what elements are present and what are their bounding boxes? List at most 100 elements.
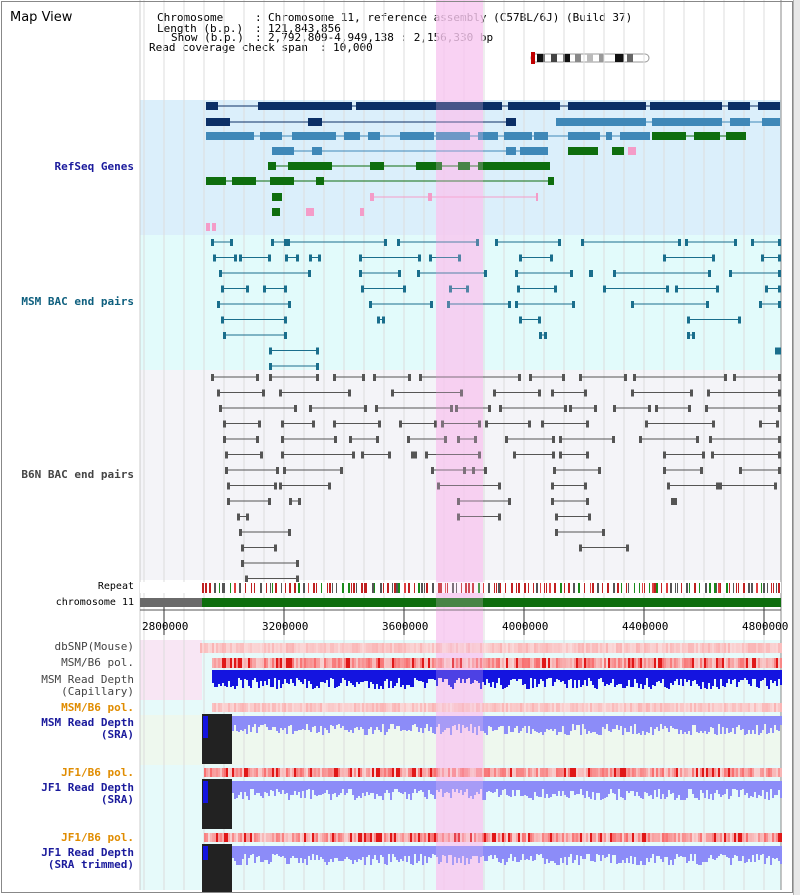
- gene-exon[interactable]: [212, 223, 216, 231]
- gene-exon[interactable]: [478, 132, 498, 140]
- gene-exon[interactable]: [428, 193, 432, 201]
- track-label-msm-bac[interactable]: MSM BAC end pairs: [21, 295, 134, 308]
- gene-exon[interactable]: [650, 102, 722, 110]
- gene-exon[interactable]: [206, 118, 230, 126]
- gene-exon[interactable]: [272, 208, 280, 216]
- gene-exon[interactable]: [728, 102, 750, 110]
- gene-exon[interactable]: [206, 132, 254, 140]
- heat-cell: [370, 768, 372, 777]
- gene-exon[interactable]: [416, 162, 442, 170]
- gene-exon[interactable]: [436, 102, 478, 110]
- gene-exon[interactable]: [652, 132, 686, 140]
- track-label-msm-depth-capillary[interactable]: MSM Read Depth: [41, 673, 134, 686]
- heat-cell: [350, 643, 352, 653]
- gene-exon[interactable]: [568, 147, 598, 155]
- b6n-bac-pair-end: [237, 513, 240, 521]
- depth-bar: [354, 846, 356, 860]
- chromosome-bar[interactable]: [202, 598, 781, 607]
- gene-exon[interactable]: [568, 132, 600, 140]
- chromosome-ideogram[interactable]: [527, 51, 657, 65]
- depth-bar: [680, 670, 682, 679]
- gene-exon[interactable]: [506, 118, 516, 126]
- track-label-msm-depth-sra[interactable]: MSM Read Depth: [41, 716, 134, 729]
- heat-cell: [756, 703, 758, 712]
- gene-exon[interactable]: [312, 147, 322, 155]
- heat-cell: [732, 703, 734, 712]
- depth-bar: [774, 670, 776, 681]
- gene-exon[interactable]: [370, 162, 384, 170]
- gene-exon[interactable]: [606, 132, 612, 140]
- track-label-msm-b6-pol[interactable]: MSM/B6 pol.: [61, 656, 134, 669]
- gene-exon[interactable]: [548, 177, 554, 185]
- heat-cell: [644, 703, 646, 712]
- gene-exon[interactable]: [628, 147, 636, 155]
- gene-exon[interactable]: [232, 177, 256, 185]
- heat-cell: [442, 768, 444, 777]
- gene-exon[interactable]: [306, 208, 314, 216]
- gene-exon[interactable]: [258, 102, 268, 110]
- heat-cell: [420, 768, 422, 777]
- heat-cell: [254, 768, 256, 777]
- track-label-dbsnp[interactable]: dbSNP(Mouse): [54, 640, 134, 653]
- gene-exon[interactable]: [762, 118, 780, 126]
- b6n-bac-pair-end: [437, 482, 440, 490]
- gene-exon[interactable]: [694, 132, 720, 140]
- gene-exon[interactable]: [726, 132, 746, 140]
- gene-exon[interactable]: [270, 177, 294, 185]
- depth-bar: [516, 716, 518, 726]
- gene-exon[interactable]: [292, 132, 336, 140]
- gene-exon[interactable]: [272, 147, 294, 155]
- gene-exon[interactable]: [288, 162, 332, 170]
- gene-exon[interactable]: [316, 177, 324, 185]
- gene-exon[interactable]: [568, 102, 646, 110]
- gene-exon[interactable]: [400, 132, 434, 140]
- gene-exon[interactable]: [620, 132, 650, 140]
- gene-exon[interactable]: [534, 132, 548, 140]
- gene-exon[interactable]: [206, 223, 210, 231]
- gene-exon[interactable]: [478, 162, 550, 170]
- track-label-jf1-b6-pol-2[interactable]: JF1/B6 pol.: [61, 831, 134, 844]
- gene-exon[interactable]: [308, 118, 322, 126]
- gene-exon[interactable]: [504, 132, 532, 140]
- gene-exon[interactable]: [356, 102, 436, 110]
- gene-exon[interactable]: [758, 102, 780, 110]
- gene-exon[interactable]: [536, 193, 538, 201]
- gene-exon[interactable]: [344, 132, 360, 140]
- gene-exon[interactable]: [436, 132, 470, 140]
- track-label-refseq[interactable]: RefSeq Genes: [54, 160, 134, 173]
- gene-exon[interactable]: [272, 193, 282, 201]
- msm-bac-pair-end: [287, 239, 290, 246]
- gene-exon[interactable]: [556, 118, 646, 126]
- heat-cell: [670, 643, 672, 653]
- gene-exon[interactable]: [652, 118, 722, 126]
- gene-exon[interactable]: [360, 208, 364, 216]
- depth-bar: [586, 716, 588, 734]
- gene-exon[interactable]: [206, 177, 226, 185]
- gene-exon[interactable]: [478, 102, 502, 110]
- gene-exon[interactable]: [260, 132, 282, 140]
- gene-exon[interactable]: [506, 147, 516, 155]
- heat-cell: [398, 643, 400, 653]
- heat-cell: [382, 643, 384, 653]
- depth-bar: [396, 781, 398, 789]
- gene-exon[interactable]: [206, 102, 218, 110]
- track-label-b6n-bac[interactable]: B6N BAC end pairs: [21, 468, 134, 481]
- track-label-jf1-depth-trimmed[interactable]: JF1 Read Depth: [41, 846, 134, 859]
- track-label-jf1-depth-sra[interactable]: JF1 Read Depth: [41, 781, 134, 794]
- gene-exon[interactable]: [520, 147, 548, 155]
- vertical-scrollbar[interactable]: [793, 0, 800, 895]
- gene-exon[interactable]: [268, 162, 276, 170]
- repeat-element: [578, 583, 580, 593]
- gene-exon[interactable]: [458, 162, 470, 170]
- heat-cell: [650, 658, 652, 668]
- gene-exon[interactable]: [730, 118, 750, 126]
- gene-exon[interactable]: [508, 102, 560, 110]
- gene-exon[interactable]: [370, 193, 374, 201]
- heat-cell: [724, 833, 726, 842]
- gene-exon[interactable]: [612, 147, 624, 155]
- heat-cell: [702, 658, 704, 668]
- gene-exon[interactable]: [268, 102, 352, 110]
- gene-exon[interactable]: [368, 132, 380, 140]
- track-label-jf1-b6-pol[interactable]: JF1/B6 pol.: [61, 766, 134, 779]
- track-label-msm-b6-pol-2[interactable]: MSM/B6 pol.: [61, 701, 134, 714]
